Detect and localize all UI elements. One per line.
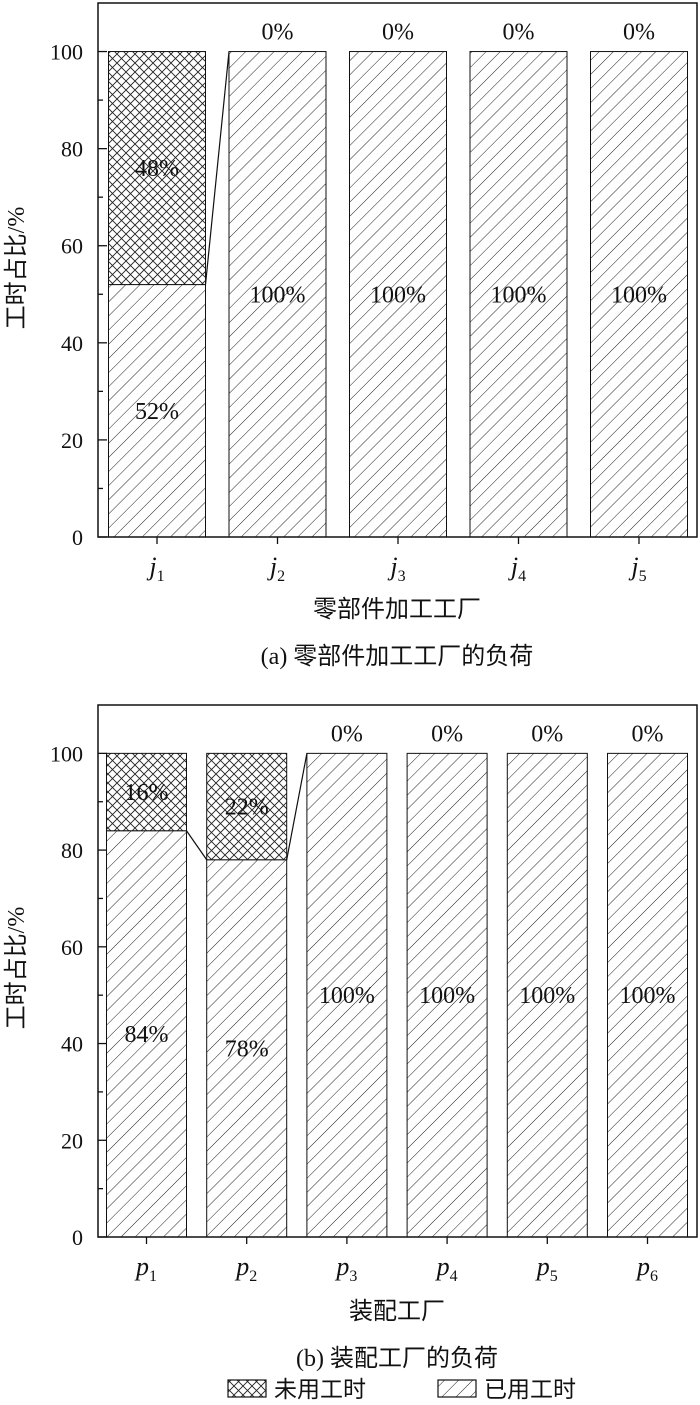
chart-a: 52% 48% 100% 0% 100% 0% 100% 0% 100% 0% 0 20 40 60 80 1…: [3, 2, 698, 670]
chart-a-plot: 52% 48% 100% 0% 100% 0% 100% 0% 100% 0% 0 20 40 60 80 1…: [50, 2, 698, 585]
chart-a-ytick-label-20: 20: [61, 428, 83, 453]
chart-b-frame: [97, 704, 698, 1238]
chart-a-label-unused-4: 0%: [503, 20, 535, 46]
chart-a-bar-used-4: [469, 51, 568, 538]
chart-b-label-unused-2: 22%: [225, 795, 269, 821]
chart-a-label-used-3: 100%: [370, 282, 426, 308]
chart-a-bar-used-3: [349, 51, 447, 538]
chart-b-xtick-label-4: p4: [435, 1252, 458, 1285]
legend-swatch-unused: [227, 1379, 267, 1398]
chart-a-ylabel: 工时占比/%: [3, 207, 30, 330]
chart-a-label-used-5: 100%: [611, 282, 667, 308]
chart-b-caption: (b) 装配工厂的负荷: [296, 1345, 498, 1372]
chart-b-ytick-label-80: 80: [61, 838, 83, 863]
chart-a-label-used-2: 100%: [250, 282, 306, 308]
chart-b-bar-used-4: [406, 752, 488, 1238]
chart-b-xtick-label-6: p6: [635, 1252, 658, 1285]
chart-b-ytick-label-100: 100: [50, 741, 83, 766]
chart-a-bar-used-1: [108, 284, 206, 538]
chart-a-label-unused-5: 0%: [623, 20, 655, 46]
chart-a-caption: (a) 零部件加工工厂的负荷: [261, 643, 534, 670]
chart-a-ytick-label-60: 60: [61, 234, 83, 259]
chart-a-xlabel: 零部件加工工厂: [313, 596, 481, 623]
chart-b-label-used-5: 100%: [519, 983, 575, 1009]
chart-b-label-used-4: 100%: [419, 983, 475, 1009]
chart-b-xtick-label-5: p5: [535, 1252, 558, 1285]
chart-b-xtick-label-3: p3: [334, 1252, 357, 1285]
chart-b-bar-unused-2: [206, 752, 288, 861]
chart-a-xtick-label-1: j1: [146, 552, 164, 585]
chart-b-label-used-1: 84%: [125, 1022, 169, 1048]
chart-a-bar-used-5: [590, 51, 688, 538]
chart-a-xtick-label-3: j3: [387, 552, 405, 585]
chart-b-plot: 84% 16% 78% 22% 100% 0% 100% 0% 100% 0% 100% 0% 0 20 4…: [50, 704, 698, 1285]
legend: 未用工时 已用工时: [227, 1377, 576, 1402]
chart-a-ytick-label-40: 40: [61, 331, 83, 356]
legend-swatch-used: [437, 1379, 477, 1398]
chart-a-label-used-1: 52%: [135, 399, 179, 425]
chart-b-ytick-label-20: 20: [61, 1128, 83, 1153]
legend-label-unused: 未用工时: [274, 1377, 366, 1402]
chart-b-bar-used-3: [306, 752, 388, 1238]
chart-b-ylabel: 工时占比/%: [3, 907, 30, 1030]
chart-a-label-unused-1: 48%: [135, 156, 179, 182]
chart-b-ytick-label-40: 40: [61, 1032, 83, 1057]
chart-b-label-unused-5: 0%: [531, 721, 563, 747]
chart-b-bar-used-6: [607, 752, 688, 1238]
chart-b-label-used-6: 100%: [620, 983, 676, 1009]
chart-a-bar-used-2: [228, 51, 327, 538]
chart-b-xtick-label-2: p2: [234, 1252, 257, 1285]
chart-b-connector-2: [286, 753, 308, 860]
chart-a-xtick-label-5: j5: [628, 552, 646, 585]
chart-b-label-unused-1: 16%: [125, 780, 169, 806]
chart-b-bar-used-5: [506, 752, 588, 1238]
chart-a-ytick-label-100: 100: [50, 40, 83, 65]
chart-a-label-unused-2: 0%: [262, 20, 294, 46]
chart-b-xtick-label-1: p1: [134, 1252, 157, 1285]
chart-b-label-unused-4: 0%: [431, 721, 463, 747]
chart-a-xtick-label-4: j4: [508, 552, 526, 585]
chart-b-ytick-label-60: 60: [61, 935, 83, 960]
chart-b: 84% 16% 78% 22% 100% 0% 100% 0% 100% 0% 100% 0% 0 20 4…: [3, 704, 698, 1372]
chart-b-xlabel: 装配工厂: [349, 1298, 445, 1325]
chart-b-connector-1: [186, 830, 208, 861]
chart-b-bar-used-2: [206, 859, 288, 1238]
chart-a-connector-1: [204, 51, 230, 285]
chart-b-bar-used-1: [106, 830, 187, 1238]
chart-b-label-unused-3: 0%: [331, 721, 363, 747]
chart-b-ytick-label-0: 0: [72, 1225, 83, 1250]
chart-a-label-used-4: 100%: [491, 282, 547, 308]
chart-a-label-unused-3: 0%: [382, 20, 414, 46]
chart-b-label-used-3: 100%: [319, 983, 375, 1009]
chart-b-label-unused-6: 0%: [632, 721, 664, 747]
chart-a-xtick-label-2: j2: [267, 552, 285, 585]
chart-a-ytick-label-0: 0: [72, 525, 83, 550]
chart-a-ytick-label-80: 80: [61, 137, 83, 162]
chart-b-label-used-2: 78%: [225, 1036, 269, 1062]
chart-a-bar-unused-1: [108, 51, 206, 286]
legend-label-used: 已用工时: [484, 1377, 576, 1402]
chart-b-bar-unused-1: [106, 752, 187, 832]
